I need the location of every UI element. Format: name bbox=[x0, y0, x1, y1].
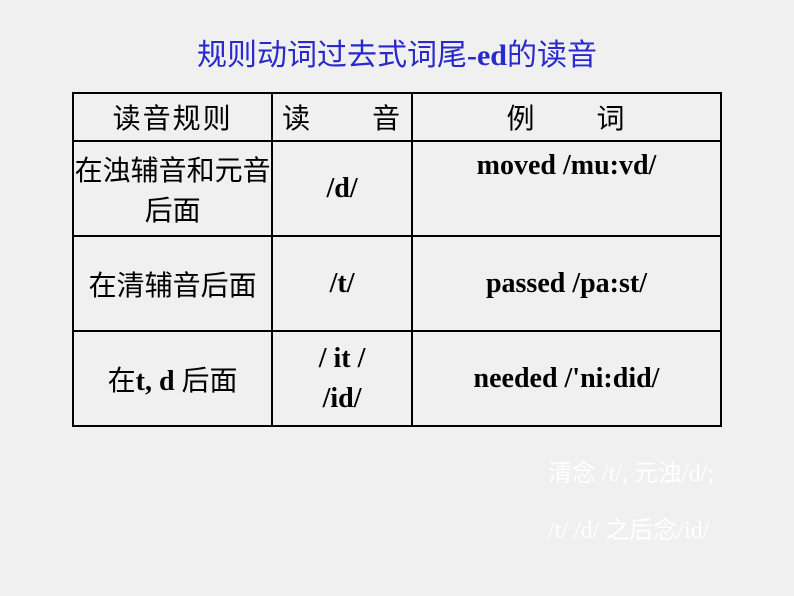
rule-cn1: 在 bbox=[108, 366, 136, 397]
rule-cn2: 后面 bbox=[182, 366, 238, 397]
sound-cell: /t/ bbox=[272, 236, 412, 331]
header-rule: 读音规则 bbox=[73, 93, 272, 141]
pronunciation-table: 读音规则 读 音 例 词 在浊辅音和元音后面 /d/ moved /mu:vd/… bbox=[72, 92, 722, 427]
title-part1: 规则动词过去式词尾 bbox=[197, 39, 467, 72]
table-container: 读音规则 读 音 例 词 在浊辅音和元音后面 /d/ moved /mu:vd/… bbox=[0, 92, 794, 427]
mnemonic-text: 清念 /t/, 元浊/d/; /t/ /d/ 之后念/id/ bbox=[548, 446, 714, 561]
mnemonic-cn: 清念 bbox=[548, 461, 602, 487]
mnemonic-cn: 之后念 bbox=[605, 518, 677, 544]
example-cell: moved /mu:vd/ bbox=[412, 141, 721, 236]
example-cell: needed /'ni:did/ bbox=[412, 331, 721, 426]
mnemonic-en: /d/; bbox=[682, 461, 714, 487]
sound-line1: / it / bbox=[319, 343, 366, 374]
rule-cell: 在浊辅音和元音后面 bbox=[73, 141, 272, 236]
table-row: 在清辅音后面 /t/ passed /pa:st/ bbox=[73, 236, 721, 331]
sound-cell: / it / /id/ bbox=[272, 331, 412, 426]
rule-cell: 在清辅音后面 bbox=[73, 236, 272, 331]
header-sound: 读 音 bbox=[272, 93, 412, 141]
rule-en: t, d bbox=[136, 366, 182, 397]
mnemonic-cn: 元浊 bbox=[634, 461, 682, 487]
mnemonic-line2: /t/ /d/ 之后念/id/ bbox=[548, 503, 714, 561]
mnemonic-line1: 清念 /t/, 元浊/d/; bbox=[548, 446, 714, 504]
header-example: 例 词 bbox=[412, 93, 721, 141]
mnemonic-en: /t/, bbox=[602, 461, 634, 487]
sound-cell: /d/ bbox=[272, 141, 412, 236]
rule-cell: 在t, d 后面 bbox=[73, 331, 272, 426]
sound-line2: /id/ bbox=[323, 383, 362, 414]
example-cell: passed /pa:st/ bbox=[412, 236, 721, 331]
title-part2: -ed bbox=[467, 39, 507, 72]
mnemonic-en: /t/ /d/ bbox=[548, 518, 605, 544]
mnemonic-en: /id/ bbox=[677, 518, 709, 544]
page-title: 规则动词过去式词尾-ed的读音 bbox=[0, 0, 794, 92]
table-row: 在t, d 后面 / it / /id/ needed /'ni:did/ bbox=[73, 331, 721, 426]
title-part3: 的读音 bbox=[507, 39, 597, 72]
table-row: 在浊辅音和元音后面 /d/ moved /mu:vd/ bbox=[73, 141, 721, 236]
table-header-row: 读音规则 读 音 例 词 bbox=[73, 93, 721, 141]
